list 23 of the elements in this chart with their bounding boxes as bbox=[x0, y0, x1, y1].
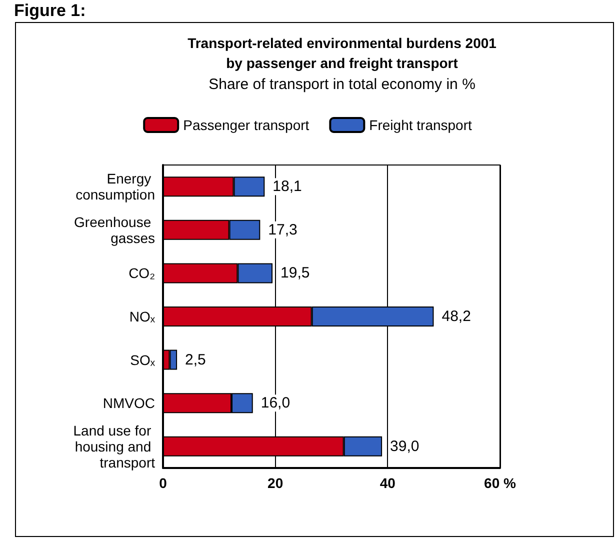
total-label: 48,2 bbox=[442, 308, 471, 325]
y-tick-label: NOₓ bbox=[129, 308, 156, 324]
x-tick-label: 0 bbox=[159, 475, 168, 491]
y-tick-label: Greenhouse gasses bbox=[74, 214, 155, 246]
caption: Figure 1: bbox=[14, 1, 86, 21]
x-tick-label: 40 bbox=[380, 475, 396, 491]
chart-title: Transport-related environmental burdens 2001 by passenger and freight transport bbox=[188, 35, 497, 71]
total-label: 39,0 bbox=[390, 438, 420, 455]
y-tick-label: Land use for housing and transport bbox=[73, 422, 156, 470]
total-label: 17,3 bbox=[268, 221, 298, 238]
y-tick-label: CO₂ bbox=[128, 265, 155, 282]
y-tick-label: SOₓ bbox=[130, 352, 156, 368]
y-tick-label: Energy consumption bbox=[76, 170, 155, 203]
legend-label: Freight transport bbox=[369, 117, 472, 133]
x-tick-label: 60 % bbox=[484, 475, 516, 491]
total-label: 18,1 bbox=[272, 178, 302, 196]
total-label: 16,0 bbox=[260, 394, 290, 412]
chart-subtitle: Share of transport in total economy in % bbox=[208, 76, 476, 93]
total-label: 2,5 bbox=[185, 351, 206, 368]
legend-label: Passenger transport bbox=[183, 117, 310, 133]
total-label: 19,5 bbox=[280, 264, 310, 282]
x-tick-label: 20 bbox=[268, 475, 284, 491]
y-tick-label: NMVOC bbox=[102, 395, 155, 412]
